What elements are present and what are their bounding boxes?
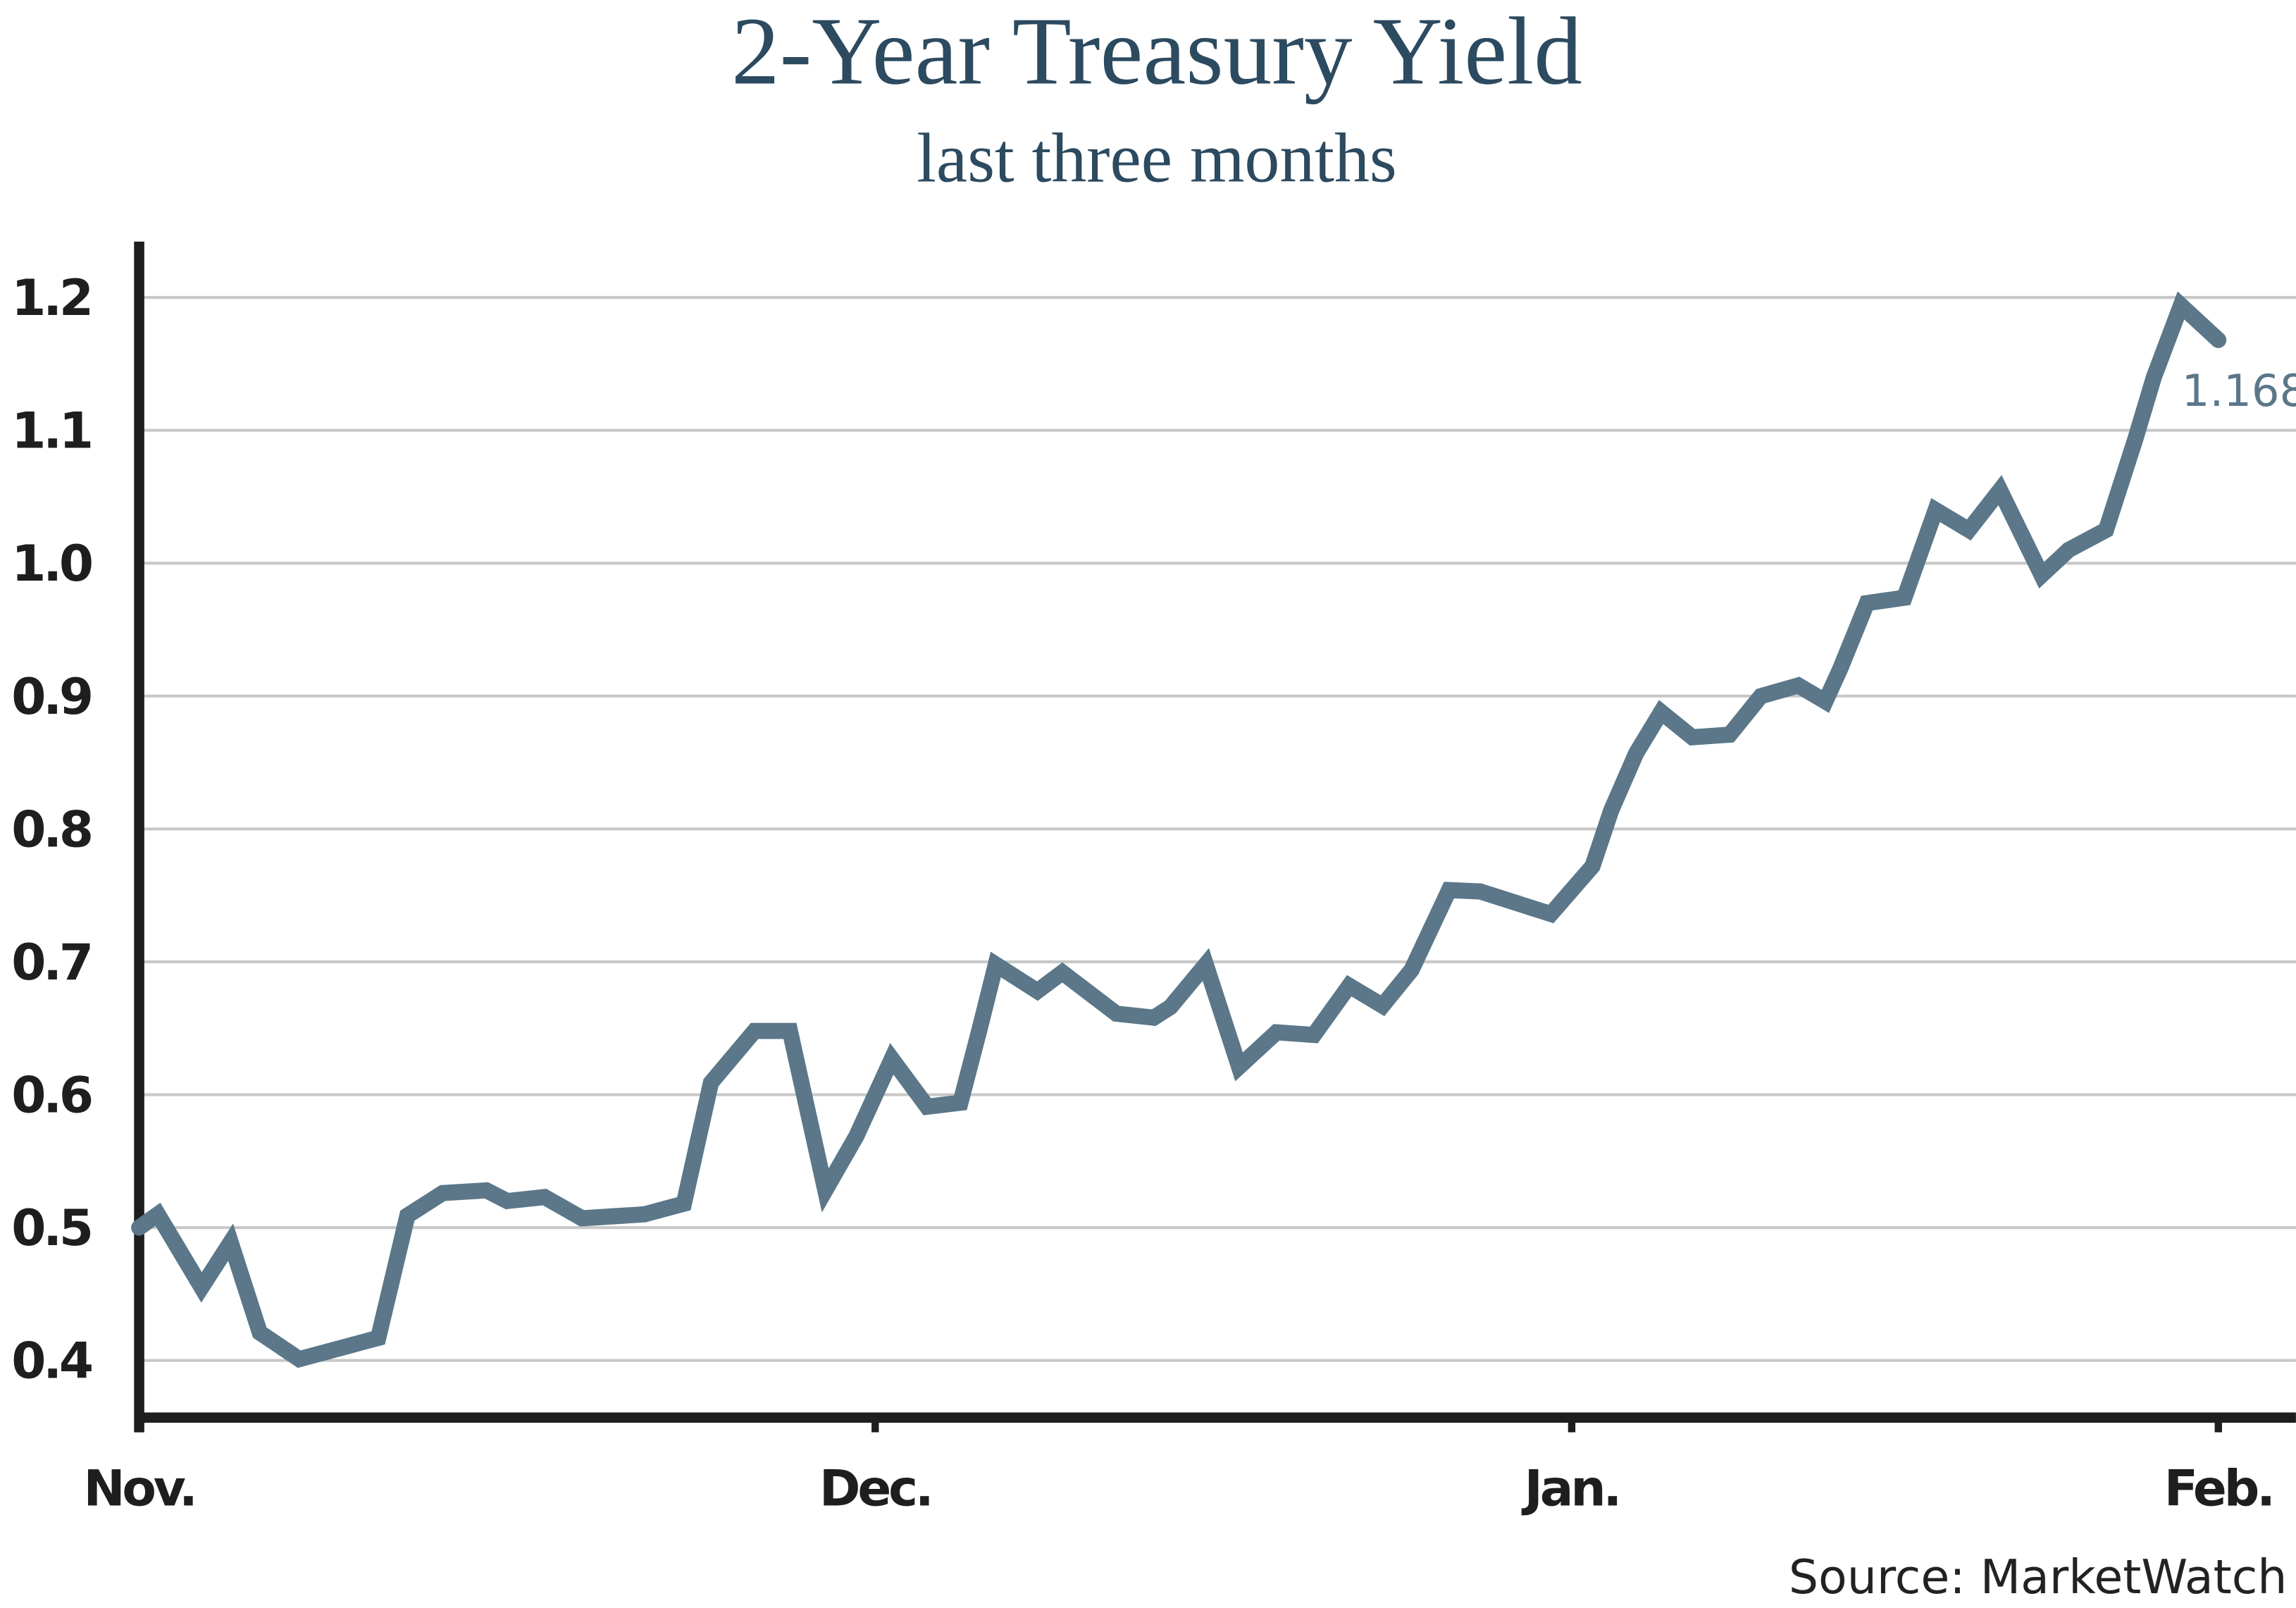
- x-tick-label: Feb.: [2164, 1459, 2273, 1518]
- y-tick-label: 1.1: [11, 402, 91, 460]
- chart-title: 2-Year Treasury Yield: [731, 0, 1582, 104]
- x-tick-label: Nov.: [83, 1459, 194, 1518]
- x-tick-label: Jan.: [1522, 1459, 1619, 1518]
- x-tick-label: Dec.: [819, 1459, 931, 1518]
- y-tick-label: 1.0: [11, 534, 92, 593]
- last-value-label: 1.168: [2182, 365, 2296, 416]
- y-tick-label: 1.2: [11, 268, 91, 327]
- y-tick-label: 0.6: [11, 1066, 92, 1125]
- y-tick-label: 0.9: [11, 667, 91, 726]
- chart-subtitle: last three months: [917, 119, 1396, 197]
- y-tick-label: 0.4: [11, 1332, 92, 1390]
- source-note: Source: MarketWatch: [1789, 1550, 2288, 1604]
- y-tick-label: 0.5: [11, 1199, 91, 1257]
- y-tick-label: 0.8: [11, 800, 91, 858]
- line-series: [131, 291, 2227, 1368]
- y-tick-label: 0.7: [11, 933, 91, 991]
